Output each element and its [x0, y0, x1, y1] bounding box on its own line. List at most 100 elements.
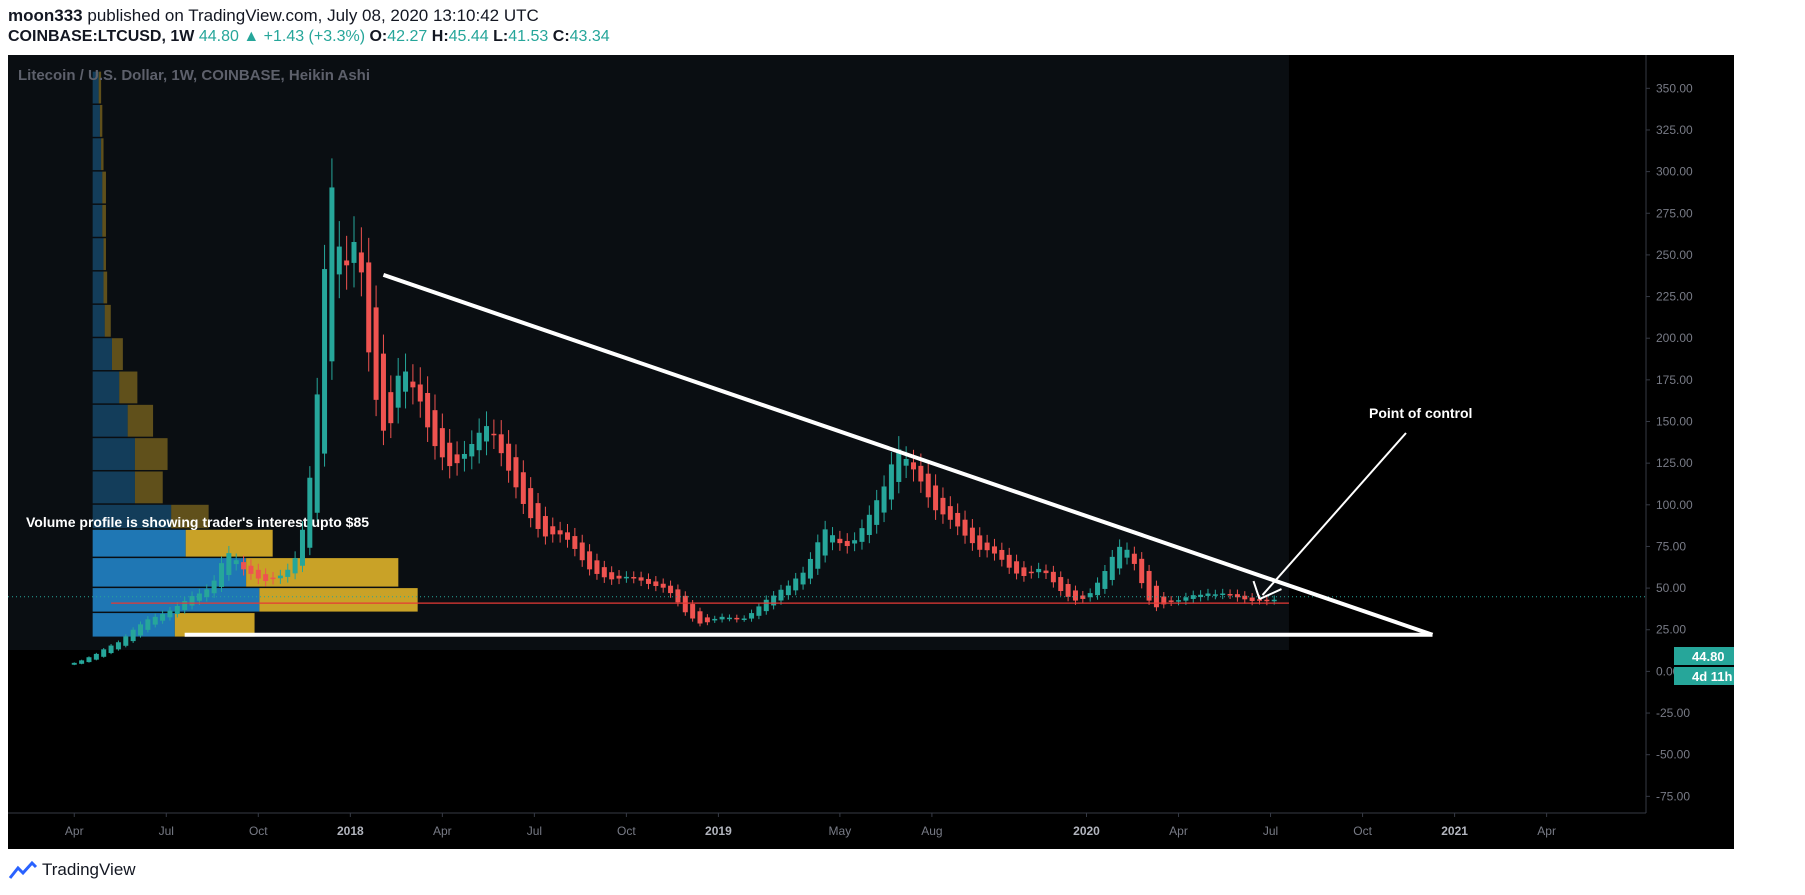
price-tick-label: 0.00 [1656, 664, 1680, 678]
volume-profile-down-bar [171, 504, 209, 529]
time-tick-label: 2018 [337, 824, 364, 838]
candle-body [969, 527, 975, 544]
publish-info: moon333 published on TradingView.com, Ju… [8, 6, 539, 26]
candle-body [704, 617, 710, 623]
candle-body [1014, 561, 1020, 574]
candle-body [1072, 590, 1078, 601]
candle-body [572, 536, 578, 549]
time-tick-label: Aug [921, 824, 942, 838]
candle-body [1087, 593, 1093, 598]
close-label: C: [552, 28, 570, 45]
time-axis[interactable]: Apr Jul Oct 2018 Apr Jul Oct 2019 May Aug 2020 Apr J… [8, 812, 1646, 838]
candle-body [285, 569, 291, 577]
candle-body [645, 578, 651, 584]
candle-body [322, 269, 328, 454]
candle-body [1095, 582, 1101, 596]
arrow-head-right [1259, 588, 1282, 601]
candle-body [579, 542, 585, 561]
volume-profile-down-bar [174, 613, 255, 637]
candle-body [609, 572, 615, 580]
candle-body [991, 546, 997, 554]
volume-profile-up-bar [92, 529, 186, 557]
volume-profile-up-bar [92, 371, 120, 404]
candle-body [719, 616, 725, 620]
candle-body [1139, 558, 1145, 584]
candle-body [881, 486, 887, 513]
point-of-control-note: Point of control [1369, 405, 1472, 421]
candle-body [336, 246, 342, 275]
candle-body [793, 578, 799, 591]
time-tick-label: Jul [159, 824, 174, 838]
tradingview-brand[interactable]: TradingView [42, 860, 136, 879]
volume-profile-down-bar [99, 104, 103, 137]
time-tick-label: Oct [249, 824, 268, 838]
candle-body [712, 618, 718, 621]
candle-body [189, 596, 195, 606]
change-up-icon: ▲ [243, 28, 260, 45]
volume-profile-up-bar [92, 404, 128, 437]
candle-body [79, 660, 85, 664]
time-tick-label: Apr [1169, 824, 1188, 838]
symbol-info: COINBASE:LTCUSD, 1W 44.80 ▲ +1.43 (+3.3%… [8, 28, 610, 46]
candle-body [1146, 570, 1152, 601]
candle-body [1227, 594, 1233, 596]
volume-profile-up-bar [92, 304, 105, 337]
volume-profile-down-bar [246, 558, 399, 587]
candle-body [918, 465, 924, 482]
candle-body [520, 472, 526, 504]
volume-profile-up-bar [92, 504, 172, 529]
candle-body [925, 473, 931, 498]
countdown-badge-value: 4d 11h [1692, 669, 1733, 684]
candle-body [425, 392, 431, 428]
low-value: 41.53 [508, 28, 549, 45]
time-tick-label: Oct [1353, 824, 1372, 838]
change-value: +1.43 (+3.3%) [263, 28, 366, 45]
candle-body [513, 457, 519, 488]
candle-body [1264, 599, 1270, 602]
candle-body [594, 560, 600, 574]
tradingview-logo-icon[interactable] [8, 860, 38, 880]
candle-body [454, 454, 460, 464]
volume-profile-down-bar [103, 271, 108, 304]
high-label: H: [431, 28, 449, 45]
price-badge-bg [1674, 647, 1738, 665]
high-value: 45.44 [448, 28, 489, 45]
candle-body [675, 589, 681, 603]
time-tick-label: 2021 [1441, 824, 1468, 838]
candle-body [292, 558, 298, 574]
candle-body [690, 604, 696, 619]
candle-body [93, 653, 99, 660]
candle-body [380, 353, 386, 431]
candle-body [785, 585, 791, 596]
price-tick-label: 175.00 [1656, 373, 1693, 387]
candle-body [962, 519, 968, 536]
chart-frame[interactable]: Litecoin / U.S. Dollar, 1W, COINBASE, He… [1, 55, 1738, 849]
candle-body [211, 580, 217, 594]
author-name[interactable]: moon333 [8, 6, 83, 25]
candle-body [1006, 554, 1012, 568]
candle-body [697, 611, 703, 624]
price-axis[interactable]: 350.00 325.00 300.00 275.00 250.00 225.00 200.… [1645, 55, 1693, 813]
candle-body [616, 575, 622, 579]
candle-body [182, 601, 188, 610]
candle-body [741, 618, 747, 621]
footer: TradingView [8, 860, 136, 880]
price-badge-value: 44.80 [1692, 649, 1725, 664]
candle-body [623, 576, 629, 579]
candle-body [447, 442, 453, 467]
candle-body [1234, 594, 1240, 598]
time-tick-label: Apr [433, 824, 452, 838]
candle-body [314, 394, 320, 513]
candle-body [307, 477, 313, 548]
candles [1, 158, 1277, 667]
candle-body [947, 506, 953, 520]
volume-profile-down-bar [102, 171, 106, 204]
price-chart[interactable]: Litecoin / U.S. Dollar, 1W, COINBASE, He… [1, 55, 1738, 849]
candle-body [668, 585, 674, 594]
price-tick-label: 225.00 [1656, 290, 1693, 304]
candle-body [852, 540, 858, 544]
candle-body [999, 549, 1005, 560]
time-tick-label: Jul [1263, 824, 1278, 838]
volume-profile-down-bar [103, 238, 106, 271]
price-tick-label: -25.00 [1656, 706, 1690, 720]
